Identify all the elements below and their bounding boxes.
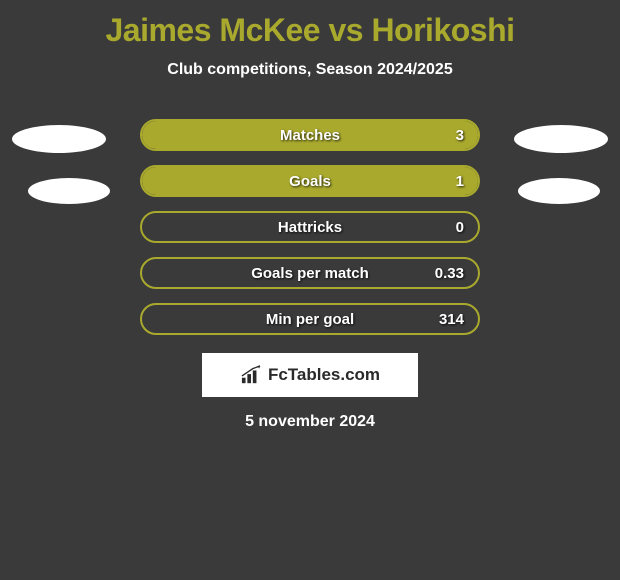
decorative-ellipse-left-2 xyxy=(28,178,110,204)
decorative-ellipse-left-1 xyxy=(12,125,106,153)
stat-value: 3 xyxy=(456,127,464,144)
stat-row-goals-per-match: Goals per match 0.33 xyxy=(140,257,480,289)
decorative-ellipse-right-2 xyxy=(518,178,600,204)
stat-value: 0 xyxy=(456,219,464,236)
season-subtitle: Club competitions, Season 2024/2025 xyxy=(0,61,620,79)
stat-value: 314 xyxy=(439,311,464,328)
date-text: 5 november 2024 xyxy=(0,413,620,431)
stat-row-goals: Goals 1 xyxy=(140,165,480,197)
stat-row-hattricks: Hattricks 0 xyxy=(140,211,480,243)
stats-container: Matches 3 Goals 1 Hattricks 0 Goals per … xyxy=(0,119,620,335)
fctables-logo: FcTables.com xyxy=(202,353,418,397)
stat-value: 1 xyxy=(456,173,464,190)
stat-label: Goals per match xyxy=(251,265,369,282)
stat-row-matches: Matches 3 xyxy=(140,119,480,151)
stat-row-min-per-goal: Min per goal 314 xyxy=(140,303,480,335)
stat-value: 0.33 xyxy=(435,265,464,282)
logo-text: FcTables.com xyxy=(268,365,380,385)
stat-label: Min per goal xyxy=(266,311,354,328)
decorative-ellipse-right-1 xyxy=(514,125,608,153)
stat-label: Goals xyxy=(289,173,331,190)
chart-icon xyxy=(240,365,262,385)
stat-label: Hattricks xyxy=(278,219,342,236)
stat-label: Matches xyxy=(280,127,340,144)
comparison-title: Jaimes McKee vs Horikoshi xyxy=(0,0,620,49)
